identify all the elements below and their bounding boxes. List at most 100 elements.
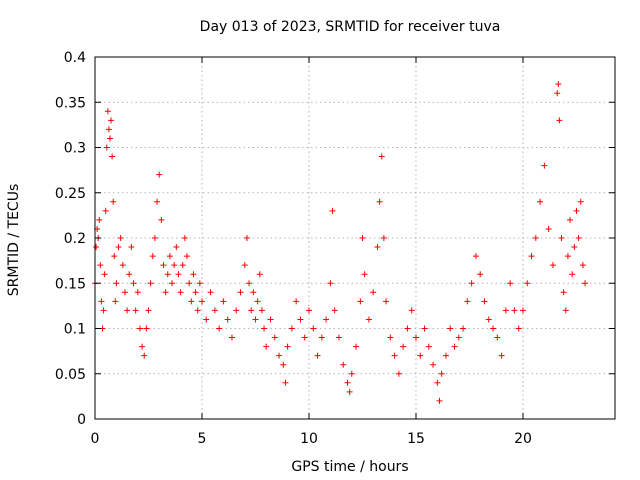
data-point <box>579 262 586 269</box>
data-point <box>194 307 201 314</box>
data-point <box>241 262 248 269</box>
data-point <box>455 334 462 341</box>
data-point <box>106 135 113 142</box>
data-point <box>335 334 342 341</box>
data-point <box>108 117 115 124</box>
data-point <box>243 235 250 241</box>
y-axis-label: SRMTID / TECUs <box>6 184 22 297</box>
data-point <box>284 343 291 350</box>
data-point <box>573 207 580 214</box>
data-point <box>188 298 195 305</box>
y-tick-label: 0.35 <box>55 95 86 111</box>
data-point <box>110 198 117 205</box>
data-point <box>562 307 569 314</box>
data-point <box>436 397 443 404</box>
data-point <box>282 379 289 386</box>
data-point <box>169 280 176 287</box>
data-point <box>498 352 505 359</box>
data-point <box>301 334 308 341</box>
y-tick-label: 0.1 <box>64 322 86 338</box>
data-point <box>100 307 107 314</box>
data-point <box>171 262 178 269</box>
data-point <box>96 216 103 223</box>
data-point <box>575 235 582 241</box>
data-point <box>256 271 263 278</box>
y-tick-label: 0 <box>77 412 86 428</box>
data-point <box>190 271 197 278</box>
data-point <box>126 271 133 278</box>
data-point <box>154 198 161 205</box>
data-point <box>216 325 223 332</box>
data-point <box>134 289 141 296</box>
data-point <box>158 216 165 223</box>
data-point <box>370 289 377 296</box>
data-point <box>468 280 475 287</box>
data-point <box>494 334 501 341</box>
data-point <box>93 244 100 251</box>
data-point <box>98 298 105 305</box>
data-point <box>151 235 158 241</box>
y-tick-label: 0.15 <box>55 276 86 292</box>
y-tick-label: 0.3 <box>64 141 86 157</box>
data-point <box>203 316 210 323</box>
data-point <box>378 153 385 160</box>
data-point <box>511 307 518 314</box>
data-point <box>524 280 531 287</box>
data-point <box>173 244 180 251</box>
data-point <box>430 361 437 368</box>
data-point <box>359 235 366 241</box>
data-point <box>115 244 122 251</box>
data-point <box>164 271 171 278</box>
data-point <box>417 352 424 359</box>
x-tick-label: 15 <box>407 431 425 447</box>
data-point <box>329 207 336 214</box>
data-point <box>507 280 514 287</box>
data-point <box>387 334 394 341</box>
x-tick-label: 5 <box>198 431 207 447</box>
data-point <box>293 298 300 305</box>
y-tick-label: 0.25 <box>55 186 86 202</box>
data-points <box>92 81 589 404</box>
data-point <box>184 253 191 260</box>
data-point <box>537 198 544 205</box>
data-point <box>558 235 565 241</box>
data-point <box>162 289 169 296</box>
tick-labels: 0 5 10 15 20 0 0.05 0.1 0.15 0.2 0.25 0.3 0.35 0.4 <box>55 50 532 447</box>
data-point <box>156 171 163 178</box>
data-point <box>571 244 578 251</box>
x-tick-label: 0 <box>91 431 100 447</box>
chart-title: Day 013 of 2023, SRMTID for receiver tuv… <box>200 19 501 35</box>
data-point <box>124 307 131 314</box>
data-point <box>143 325 150 332</box>
data-point <box>400 343 407 350</box>
data-point <box>136 325 143 332</box>
data-point <box>111 253 118 260</box>
data-point <box>545 225 552 232</box>
data-point <box>113 280 120 287</box>
data-point <box>376 198 383 205</box>
data-point <box>447 325 454 332</box>
data-point <box>383 298 390 305</box>
data-point <box>119 262 126 269</box>
data-point <box>569 271 576 278</box>
data-point <box>160 262 167 269</box>
data-point <box>237 289 244 296</box>
data-point <box>252 316 259 323</box>
data-point <box>104 108 111 115</box>
data-point <box>175 271 182 278</box>
data-point <box>103 144 110 151</box>
data-point <box>549 262 556 269</box>
data-point <box>421 325 428 332</box>
data-point <box>346 388 353 395</box>
y-tick-label: 0.2 <box>64 231 86 247</box>
data-point <box>207 289 214 296</box>
data-point <box>105 126 112 133</box>
data-point <box>564 253 571 260</box>
data-point <box>177 289 184 296</box>
data-point <box>380 235 387 241</box>
data-point <box>556 117 563 124</box>
data-point <box>327 280 334 287</box>
data-point <box>276 352 283 359</box>
